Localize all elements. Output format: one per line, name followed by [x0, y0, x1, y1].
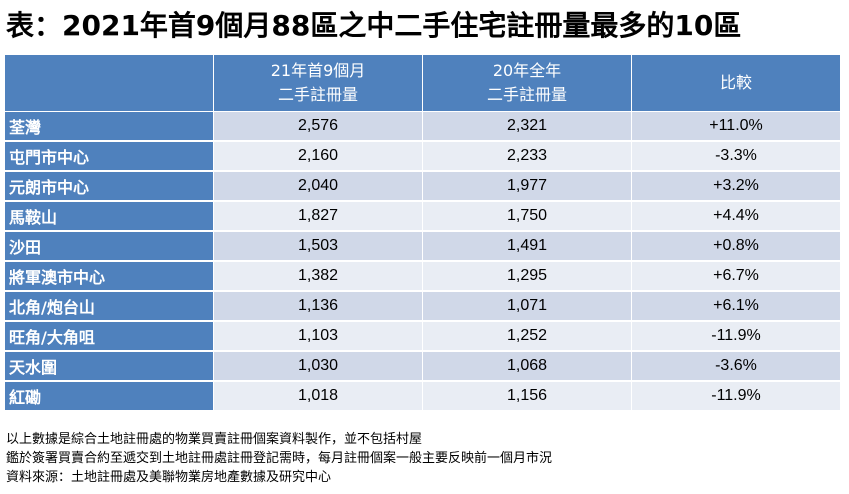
- ytd2021-cell: 1,827: [213, 200, 423, 232]
- header-ytd2021-line2: 二手註冊量: [277, 85, 358, 104]
- ytd2021-cell: 1,018: [213, 380, 423, 412]
- table-row: 天水圍 1,030 1,068 -3.6%: [4, 350, 841, 382]
- change-cell: -11.9%: [631, 320, 841, 352]
- ytd2021-cell: 2,040: [213, 170, 423, 202]
- data-table: 21年首9個月 二手註冊量 20年全年 二手註冊量 比較 荃灣 2,576 2,…: [4, 54, 841, 412]
- table-row: 沙田 1,503 1,491 +0.8%: [4, 230, 841, 262]
- district-cell: 紅磡: [4, 380, 214, 412]
- header-change: 比較: [631, 54, 841, 112]
- change-cell: +6.7%: [631, 260, 841, 292]
- header-district: [4, 54, 214, 112]
- full2020-cell: 1,491: [422, 230, 632, 262]
- change-cell: -11.9%: [631, 380, 841, 412]
- change-cell: +3.2%: [631, 170, 841, 202]
- full2020-cell: 1,977: [422, 170, 632, 202]
- footnote-line: 以上數據是綜合土地註冊處的物業買賣註冊個案資料製作，並不包括村屋: [6, 432, 423, 447]
- full2020-cell: 1,295: [422, 260, 632, 292]
- full2020-cell: 1,071: [422, 290, 632, 322]
- ytd2021-cell: 2,576: [213, 111, 423, 142]
- table-row: 元朗市中心 2,040 1,977 +3.2%: [4, 170, 841, 202]
- table-row: 屯門市中心 2,160 2,233 -3.3%: [4, 140, 841, 172]
- source-note: 資料來源：土地註冊處及美聯物業房地產數據及研究中心: [6, 470, 332, 485]
- change-cell: +0.8%: [631, 230, 841, 262]
- table-row: 荃灣 2,576 2,321 +11.0%: [4, 111, 841, 142]
- header-change-line1: 比較: [719, 73, 752, 92]
- ytd2021-cell: 1,030: [213, 350, 423, 382]
- header-full2020: 20年全年 二手註冊量: [422, 54, 632, 112]
- table-row: 將軍澳市中心 1,382 1,295 +6.7%: [4, 260, 841, 292]
- table-row: 馬鞍山 1,827 1,750 +4.4%: [4, 200, 841, 232]
- footnote-line: 鑑於簽署買賣合約至遞交到土地註冊處註冊登記需時，每月註冊個案一般主要反映前一個月…: [6, 451, 553, 466]
- change-cell: +6.1%: [631, 290, 841, 322]
- ytd2021-cell: 1,103: [213, 320, 423, 352]
- district-cell: 將軍澳市中心: [4, 260, 214, 292]
- footnotes: 以上數據是綜合土地註冊處的物業買賣註冊個案資料製作，並不包括村屋 鑑於簽署買賣合…: [6, 430, 846, 487]
- header-row: 21年首9個月 二手註冊量 20年全年 二手註冊量 比較: [4, 54, 841, 112]
- table-row: 紅磡 1,018 1,156 -11.9%: [4, 380, 841, 412]
- full2020-cell: 2,233: [422, 140, 632, 172]
- ytd2021-cell: 1,382: [213, 260, 423, 292]
- header-full2020-line2: 二手註冊量: [486, 85, 567, 104]
- district-cell: 北角/炮台山: [4, 290, 214, 322]
- change-cell: -3.6%: [631, 350, 841, 382]
- header-full2020-line1: 20年全年: [492, 61, 562, 80]
- district-cell: 馬鞍山: [4, 200, 214, 232]
- table-row: 旺角/大角咀 1,103 1,252 -11.9%: [4, 320, 841, 352]
- district-cell: 沙田: [4, 230, 214, 262]
- change-cell: +11.0%: [631, 111, 841, 142]
- district-cell: 天水圍: [4, 350, 214, 382]
- full2020-cell: 2,321: [422, 111, 632, 142]
- full2020-cell: 1,068: [422, 350, 632, 382]
- ytd2021-cell: 2,160: [213, 140, 423, 172]
- district-cell: 荃灣: [4, 111, 214, 142]
- district-cell: 元朗市中心: [4, 170, 214, 202]
- change-cell: +4.4%: [631, 200, 841, 232]
- ytd2021-cell: 1,503: [213, 230, 423, 262]
- district-cell: 屯門市中心: [4, 140, 214, 172]
- full2020-cell: 1,156: [422, 380, 632, 412]
- page-title: 表：2021年首9個月88區之中二手住宅註冊量最多的10區: [6, 9, 742, 42]
- header-ytd2021: 21年首9個月 二手註冊量: [213, 54, 423, 112]
- header-ytd2021-line1: 21年首9個月: [270, 61, 366, 80]
- change-cell: -3.3%: [631, 140, 841, 172]
- district-cell: 旺角/大角咀: [4, 320, 214, 352]
- full2020-cell: 1,750: [422, 200, 632, 232]
- full2020-cell: 1,252: [422, 320, 632, 352]
- table-row: 北角/炮台山 1,136 1,071 +6.1%: [4, 290, 841, 322]
- ytd2021-cell: 1,136: [213, 290, 423, 322]
